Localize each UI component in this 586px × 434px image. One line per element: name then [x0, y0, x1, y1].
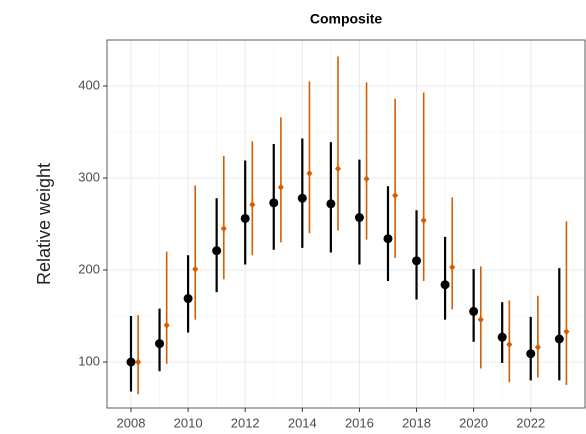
- point: [212, 246, 222, 256]
- point: [126, 357, 136, 367]
- point: [155, 339, 165, 349]
- point: [135, 358, 142, 366]
- point: [163, 321, 170, 329]
- point: [192, 265, 199, 273]
- point: [277, 183, 284, 191]
- x-tick-label: 2018: [402, 415, 431, 430]
- y-tick-label: 300: [78, 169, 100, 184]
- point: [506, 341, 513, 349]
- point: [477, 316, 484, 324]
- point: [249, 201, 256, 209]
- x-tick-label: 2014: [288, 415, 317, 430]
- x-tick-label: 2008: [117, 415, 146, 430]
- point: [306, 169, 313, 177]
- point: [412, 256, 422, 266]
- y-tick-label: 200: [78, 261, 100, 276]
- point: [269, 198, 279, 208]
- point: [335, 165, 342, 173]
- point: [497, 332, 507, 342]
- panel-border: [106, 39, 586, 409]
- point: [240, 213, 250, 223]
- point: [326, 199, 336, 209]
- point: [534, 343, 541, 351]
- point: [354, 213, 364, 223]
- point: [449, 263, 456, 271]
- x-tick-label: 2010: [174, 415, 203, 430]
- point: [563, 328, 570, 336]
- point: [526, 349, 536, 359]
- point: [469, 306, 479, 316]
- point: [554, 334, 564, 344]
- point: [440, 280, 450, 290]
- point: [297, 193, 307, 203]
- y-tick-label: 400: [78, 77, 100, 92]
- y-axis-label: Relative weight: [34, 163, 54, 285]
- point: [363, 175, 370, 183]
- x-tick-label: 2012: [231, 415, 260, 430]
- point: [420, 216, 427, 224]
- x-tick-label: 2022: [516, 415, 545, 430]
- chart-title: Composite: [310, 11, 383, 27]
- point: [220, 225, 227, 233]
- point: [392, 191, 399, 199]
- x-tick-label: 2016: [345, 415, 374, 430]
- y-tick-label: 100: [78, 353, 100, 368]
- x-tick-label: 2020: [459, 415, 488, 430]
- point: [383, 234, 393, 244]
- point: [183, 294, 193, 304]
